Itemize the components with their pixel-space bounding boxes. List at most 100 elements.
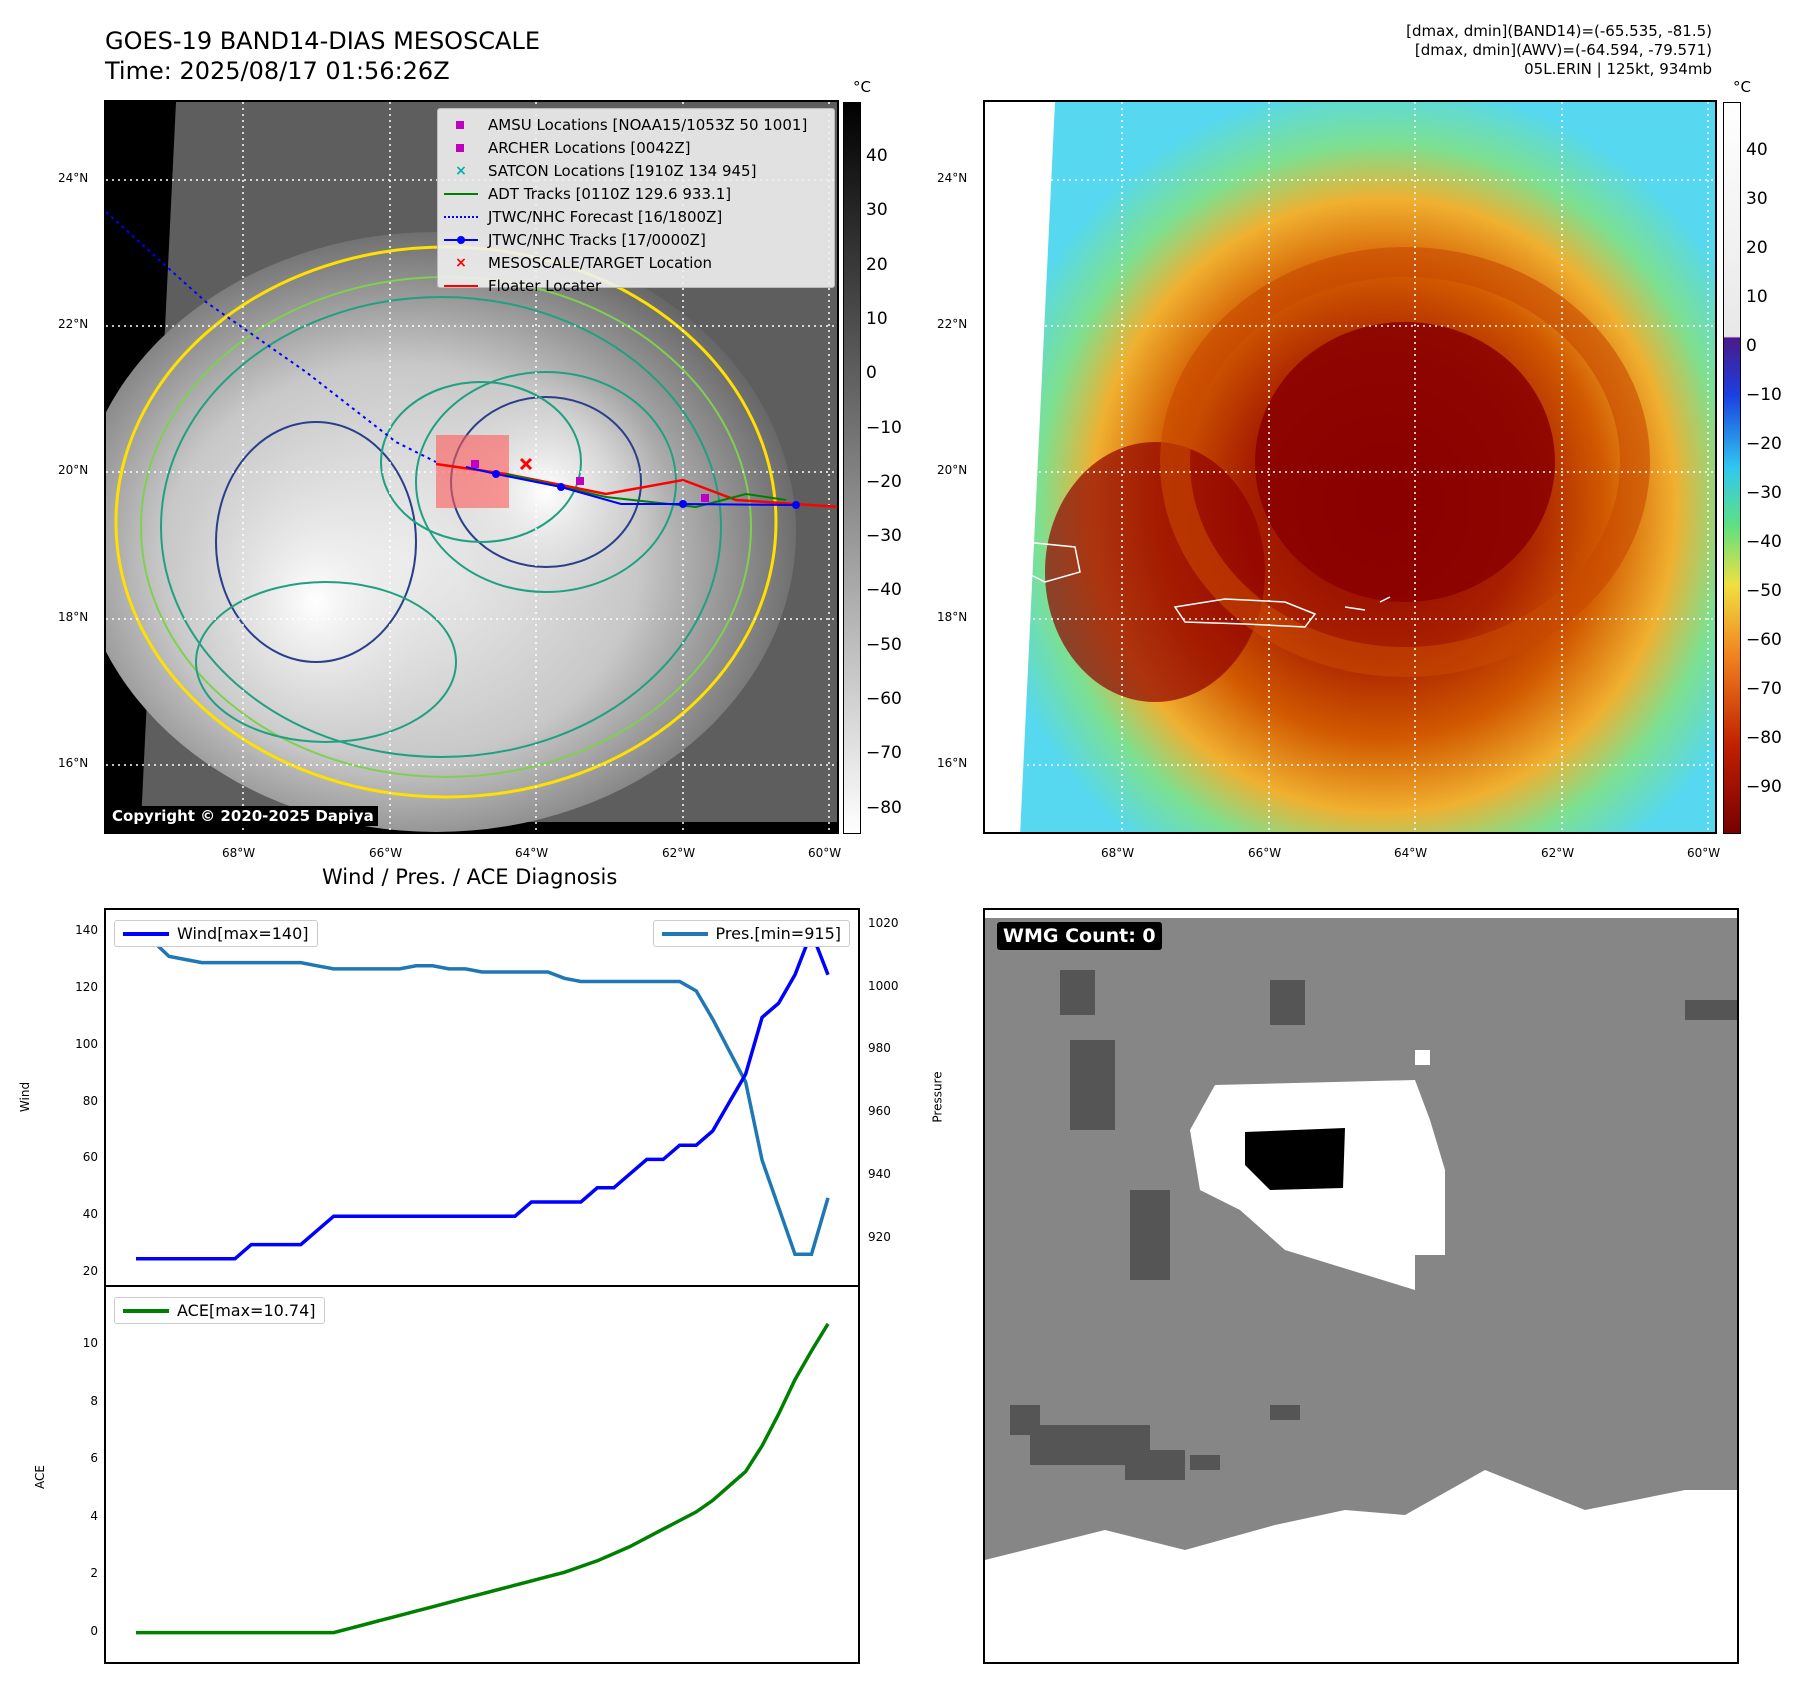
info-line-1: [dmax, dmin](BAND14)=(-65.535, -81.5) <box>1406 22 1712 40</box>
wind-tick: 40 <box>82 1207 98 1222</box>
wind-tick: 100 <box>75 1036 98 1051</box>
wind-ylabel: Wind <box>18 1081 33 1113</box>
copyright-label: Copyright © 2020-2025 Dapiya <box>108 806 378 826</box>
pres-legend: Pres.[min=915] <box>652 920 850 947</box>
gray-cb-tick: −40 <box>866 580 902 601</box>
lon-tick-68: 68°W <box>222 846 256 860</box>
chart-title: GOES-19 BAND14-DIAS MESOSCALE Time: 2025… <box>105 26 540 86</box>
legend-amsu: AMSU Locations [NOAA15/1053Z 50 1001] <box>444 113 828 136</box>
gray-colorbar <box>843 102 861 834</box>
color-cb-tick: 10 <box>1746 287 1768 307</box>
legend-adt: ADT Tracks [0110Z 129.6 933.1] <box>444 182 828 205</box>
wmg-panel: WMG Count: 0 <box>983 908 1739 1664</box>
gray-cb-tick: 40 <box>866 146 888 166</box>
gray-cb-tick: 30 <box>866 200 888 221</box>
ace-chart: ACE[max=10.74] <box>104 1285 860 1664</box>
ace-tick: 4 <box>90 1508 98 1523</box>
ace-legend: ACE[max=10.74] <box>114 1297 325 1324</box>
gray-cb-tick: −10 <box>866 417 902 438</box>
lat-tick-24-b: 24°N <box>937 171 968 185</box>
lat-tick-24: 24°N <box>58 171 89 185</box>
title-line-1: GOES-19 BAND14-DIAS MESOSCALE <box>105 27 541 55</box>
wmg-count-badge: WMG Count: 0 <box>997 922 1162 950</box>
lat-tick-22-b: 22°N <box>937 317 968 331</box>
gray-cb-tick: −80 <box>866 797 902 818</box>
color-cb-tick: −70 <box>1746 679 1782 699</box>
gray-cb-tick: −20 <box>866 471 902 492</box>
wind-series-line <box>136 927 830 1261</box>
legend-target: × MESOSCALE/TARGET Location <box>455 253 713 272</box>
gray-cb-tick: −30 <box>866 526 902 547</box>
lon-tick-66-b: 66°W <box>1248 846 1282 860</box>
color-cb-tick: −30 <box>1746 483 1782 503</box>
map-legend: AMSU Locations [NOAA15/1053Z 50 1001] AR… <box>437 108 835 295</box>
wind-tick: 140 <box>75 923 98 938</box>
color-map <box>985 102 1715 832</box>
pres-tick: 940 <box>868 1166 891 1181</box>
legend-satcon: × SATCON Locations [1910Z 134 945] <box>455 161 757 180</box>
gray-cb-tick: −50 <box>866 634 902 655</box>
gray-cb-tick: 20 <box>866 254 888 275</box>
color-cb-tick: −90 <box>1746 777 1782 797</box>
pres-tick: 920 <box>868 1229 891 1244</box>
color-cb-tick: 30 <box>1746 189 1768 209</box>
lat-tick-20: 20°N <box>58 463 89 477</box>
ace-tick: 0 <box>90 1623 98 1638</box>
ace-tick: 6 <box>90 1451 98 1466</box>
lon-tick-62: 62°W <box>662 846 696 860</box>
gray-colorbar-unit: °C <box>853 78 871 96</box>
pres-tick: 980 <box>868 1041 891 1056</box>
color-cb-tick: 0 <box>1746 336 1757 356</box>
ace-tick: 10 <box>82 1336 98 1351</box>
color-cb-tick: −80 <box>1746 728 1782 748</box>
legend-archer: ARCHER Locations [0042Z] <box>444 136 828 159</box>
color-map-panel <box>983 100 1717 834</box>
pres-tick: 1000 <box>868 978 899 993</box>
title-line-2: Time: 2025/08/17 01:56:26Z <box>105 57 450 85</box>
color-cb-tick: −40 <box>1746 532 1782 552</box>
lat-tick-22: 22°N <box>58 317 89 331</box>
wind-tick: 60 <box>82 1150 98 1165</box>
wind-legend: Wind[max=140] <box>114 920 318 947</box>
ir-map-panel: AMSU Locations [NOAA15/1053Z 50 1001] AR… <box>104 100 839 834</box>
gray-cb-tick: −60 <box>866 689 902 709</box>
storm-info: [dmax, dmin](BAND14)=(-65.535, -81.5) [d… <box>1406 22 1712 79</box>
color-colorbar-unit: °C <box>1733 78 1751 96</box>
lon-tick-68-b: 68°W <box>1101 846 1135 860</box>
ace-tick: 8 <box>90 1393 98 1408</box>
ace-ylabel: ACE <box>32 1465 47 1489</box>
lon-tick-64: 64°W <box>515 846 549 860</box>
ace-tick: 2 <box>90 1566 98 1581</box>
lon-tick-62-b: 62°W <box>1541 846 1575 860</box>
info-line-2: [dmax, dmin](AWV)=(-64.594, -79.571) <box>1414 41 1712 59</box>
pressure-series-line <box>136 938 830 1257</box>
lon-tick-60-b: 60°W <box>1687 846 1721 860</box>
pres-tick: 1020 <box>868 916 899 930</box>
info-line-3: 05L.ERIN | 125kt, 934mb <box>1524 60 1712 78</box>
diagnosis-title: Wind / Pres. / ACE Diagnosis <box>322 865 618 889</box>
ace-plot <box>136 1322 830 1635</box>
lat-tick-18: 18°N <box>58 610 89 624</box>
pres-tick: 960 <box>868 1104 891 1119</box>
wind-pres-plot <box>136 927 830 1261</box>
lon-tick-64-b: 64°W <box>1394 846 1428 860</box>
gray-cb-tick: −70 <box>866 743 902 764</box>
legend-tracks: JTWC/NHC Tracks [17/0000Z] <box>444 228 828 251</box>
wmg-map <box>985 910 1737 1662</box>
wind-pres-chart: Wind[max=140] Pres.[min=915] <box>104 908 860 1287</box>
wind-tick: 80 <box>82 1093 98 1108</box>
wind-tick: 120 <box>75 980 98 994</box>
color-cb-tick: −10 <box>1746 385 1782 405</box>
lat-tick-16-b: 16°N <box>937 756 968 770</box>
color-cb-tick: −60 <box>1746 630 1782 650</box>
color-cb-tick: 20 <box>1746 238 1768 258</box>
gray-cb-tick: 0 <box>866 363 877 384</box>
ace-series-line <box>136 1322 830 1635</box>
wind-tick: 20 <box>82 1264 98 1278</box>
gray-cb-tick: 10 <box>866 308 888 329</box>
legend-floater: Floater Locater <box>444 274 828 297</box>
lat-tick-18-b: 18°N <box>937 610 968 624</box>
pres-ylabel: Pressure <box>930 1071 945 1123</box>
lon-tick-60: 60°W <box>808 846 842 860</box>
lat-tick-16: 16°N <box>58 756 89 770</box>
